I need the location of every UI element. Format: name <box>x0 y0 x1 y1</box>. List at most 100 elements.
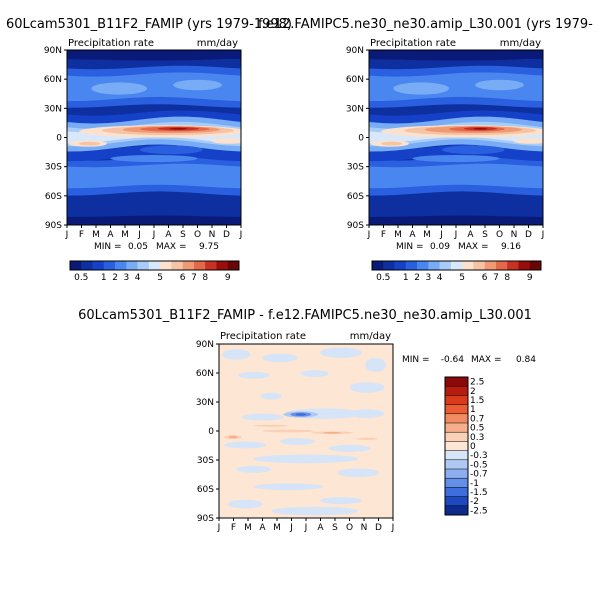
panel-3-x-tick-label: D <box>375 523 382 533</box>
panel-3-colorbar-swatch <box>445 478 468 488</box>
panel-3-colorbar-frame <box>444 376 469 516</box>
panel-1-colorbar-swatch <box>160 261 172 270</box>
panel-3-contour-blob <box>295 413 306 416</box>
panel-1-x-tick-label: J <box>152 230 156 240</box>
panel-3-x-tick-label: J <box>391 523 395 533</box>
panel-1-colorbar-label: 9 <box>225 273 231 283</box>
panel-3-contour-blob <box>238 371 270 379</box>
panel-1-colorbar-label: 1 <box>101 273 107 283</box>
panel-2-colorbar-swatch <box>518 261 531 270</box>
panel-3-colorbar-label: -0.3 <box>470 451 488 461</box>
panel-2-contour-blob <box>393 82 450 95</box>
panel-2-x-tick-label: J <box>439 230 443 240</box>
panel-3-contour-blob <box>279 437 315 445</box>
panel-3-min-label: MIN = <box>402 355 430 365</box>
panel-3-variable-label: Precipitation rate <box>220 331 306 342</box>
panel-3-y-tick-label: 30S <box>197 456 214 466</box>
panel-1-y-tick-label: 30S <box>45 163 62 173</box>
panel-1-x-tick-label: M <box>92 230 100 240</box>
panel-2-contour-blob <box>381 141 403 146</box>
panel-2-y-tick-label: 90S <box>347 221 364 231</box>
panel-3-contour-blob <box>323 431 341 434</box>
panel-3-y-tick-label: 60N <box>196 369 214 379</box>
panel-3-colorbar-label: -0.7 <box>470 470 488 480</box>
panel-1-y-tick-label: 60S <box>45 192 62 202</box>
panel-3-colorbar-swatch <box>445 505 468 516</box>
panel-3-colorbar-label: 0 <box>470 442 476 452</box>
panel-1-colorbar-swatch <box>126 261 138 270</box>
panel-1-y-tick-label: 60N <box>44 75 62 85</box>
panel-2-colorbar-swatch <box>383 261 395 270</box>
panel-2-contour-blob <box>412 155 500 162</box>
panel-3-contour-blob <box>228 435 238 439</box>
panel-1-x-tick-label: A <box>107 230 114 240</box>
panel-2-colorbar-swatch <box>428 261 440 270</box>
panel-3-contour-blob <box>328 444 371 452</box>
panel-1-y-tick-label: 90N <box>44 46 62 56</box>
panel-2-colorbar-label: 7 <box>493 273 499 283</box>
panel-1-colorbar-swatch <box>137 261 150 270</box>
panel-2-colorbar-label: 2 <box>414 273 420 283</box>
panel-2-y-tick-label: 90N <box>346 46 364 56</box>
panel-3-contour-blob <box>260 392 282 400</box>
panel-3-contour-blob <box>262 429 315 433</box>
panel-2-colorbar-swatch <box>372 261 384 270</box>
panel-2-colorbar-label: 6 <box>482 273 488 283</box>
panel-1: 60Lcam5301_B11F2_FAMIP (yrs 1979-1998) P… <box>6 17 292 283</box>
panel-2-contour-blob <box>369 217 543 225</box>
panel-2-colorbar-swatch <box>529 261 542 270</box>
panel-1-colorbar-swatch <box>182 261 195 270</box>
panel-2-contour-blob <box>473 127 488 130</box>
panel-2-colorbar-swatch <box>495 261 508 270</box>
panel-3-x-tick-label: J <box>289 523 293 533</box>
panel-2-units-label: mm/day <box>500 38 541 49</box>
panel-1-y-tick-label: 0 <box>56 134 62 144</box>
panel-1-min-value: 0.05 <box>128 242 148 252</box>
panel-1-colorbar-swatch <box>227 261 240 270</box>
panel-1-colorbar-label: 6 <box>180 273 186 283</box>
panel-2-x-tick-label: J <box>367 230 371 240</box>
panel-2-colorbar-swatch <box>484 261 497 270</box>
panel-1-y-tick-label: 30N <box>44 104 62 114</box>
panel-3-colorbar-label: 1 <box>470 405 476 415</box>
panel-3-x-tick-label: M <box>244 523 252 533</box>
panel-2-band <box>369 163 543 189</box>
panel-3-colorbar-label: 0.7 <box>470 414 484 424</box>
panel-2-x-tick-label: D <box>525 230 532 240</box>
panel-3-contour-blob <box>227 499 263 509</box>
panel-3-colorbar-label: 1.5 <box>470 396 484 406</box>
panel-2-colorbar-swatch <box>405 261 418 270</box>
panel-1-contour-blob <box>173 79 222 91</box>
panel-3-contour-blob <box>300 370 329 378</box>
panel-3-x-tick-label: J <box>217 523 221 533</box>
panel-3-colorbar-label: -1 <box>470 479 479 489</box>
panel-3-y-tick-label: 60S <box>197 485 214 495</box>
panel-3-title: 60Lcam5301_B11F2_FAMIP - f.e12.FAMIPC5.n… <box>78 308 532 323</box>
panel-1-contour-blob <box>211 138 241 144</box>
panel-3-contour-blob <box>222 349 251 360</box>
panel-3-contour-blob <box>356 437 378 441</box>
panel-1-contour-blob <box>169 127 188 130</box>
panel-1-contour-field <box>67 50 241 225</box>
panel-1-colorbar-swatch <box>205 261 217 270</box>
panel-2-colorbar-swatch <box>473 261 485 270</box>
panel-3-x-tick-label: F <box>231 523 236 533</box>
panel-1-contour-blob <box>110 155 198 162</box>
panel-1-colorbar-label: 2 <box>112 273 118 283</box>
panel-3: 60Lcam5301_B11F2_FAMIP - f.e12.FAMIPC5.n… <box>78 308 536 533</box>
panel-2-colorbar-swatch <box>394 261 407 270</box>
panel-1-x-tick-label: J <box>239 230 243 240</box>
panel-3-colorbar-swatch <box>445 432 468 442</box>
panel-1-x-tick-label: S <box>180 230 186 240</box>
panel-3-colorbar-swatch <box>445 441 468 451</box>
panel-2-x-tick-label: J <box>541 230 545 240</box>
panel-2-max-value: 9.16 <box>501 242 521 252</box>
panel-3-colorbar-label: -2.5 <box>470 506 488 516</box>
panel-1-colorbar-label: 0.5 <box>74 273 88 283</box>
panel-3-contour-blob <box>271 506 359 516</box>
panel-1-colorbar-swatch <box>70 261 82 270</box>
panel-2-colorbar-label: 5 <box>459 273 465 283</box>
panel-1-colorbar-label: 8 <box>202 273 208 283</box>
